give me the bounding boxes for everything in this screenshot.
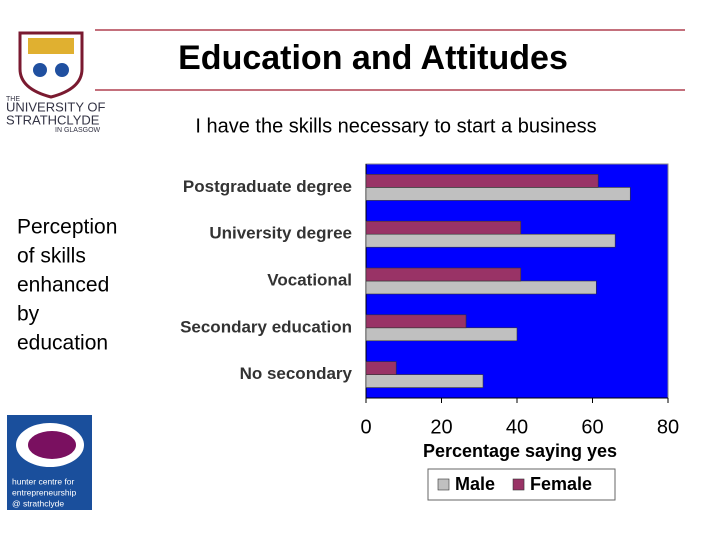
y-tick-label: Vocational (267, 270, 352, 289)
university-logo: THE UNIVERSITY OF STRATHCLYDE IN GLASGOW (6, 31, 106, 134)
x-tick-label: 60 (581, 416, 603, 438)
logo-text: UNIVERSITY OF (6, 99, 106, 114)
x-tick-label: 80 (657, 416, 679, 438)
side-text-line: Perception (17, 216, 117, 239)
side-text: Perception of skills enhanced by education (17, 216, 117, 355)
y-tick-label: University degree (209, 224, 352, 243)
y-tick-label: Postgraduate degree (183, 177, 352, 196)
bar (365, 267, 522, 282)
logo-text: entrepreneurship (12, 487, 77, 497)
crest-mark (55, 63, 69, 77)
bar (365, 220, 522, 235)
legend-swatch (437, 478, 450, 491)
x-tick-label: 0 (360, 416, 371, 438)
side-text-line: enhanced (17, 274, 109, 297)
logo-shape (28, 431, 76, 459)
logo-text: STRATHCLYDE (6, 112, 100, 127)
crest-band (28, 38, 74, 54)
side-text-line: by (17, 303, 40, 326)
logo-text: IN GLASGOW (55, 127, 101, 134)
x-axis-label: Percentage saying yes (423, 441, 617, 461)
x-tick-label: 40 (506, 416, 528, 438)
bar (365, 314, 467, 329)
legend-box (427, 468, 616, 501)
x-tick-label: 20 (430, 416, 452, 438)
bar (365, 233, 616, 248)
side-text-line: education (17, 332, 108, 355)
bar (365, 174, 599, 188)
bar (365, 280, 597, 295)
logo-text: THE (6, 96, 20, 103)
logo-text: @ strathclyde (12, 498, 64, 508)
bar (365, 187, 631, 201)
crest-mark (33, 63, 47, 77)
bar (365, 361, 397, 375)
legend-swatch (512, 478, 525, 491)
side-text-line: of skills (17, 245, 86, 268)
y-tick-label: Secondary education (180, 317, 352, 336)
bar (365, 327, 518, 342)
logo-text: hunter centre for (12, 476, 75, 486)
hunter-logo: hunter centre for entrepreneurship @ str… (7, 415, 92, 510)
y-tick-label: No secondary (240, 364, 353, 383)
slide-title: Education and Attitudes (178, 39, 568, 77)
legend-label: Female (530, 474, 592, 494)
legend-label: Male (455, 474, 495, 494)
bar (365, 374, 484, 388)
chart-title: I have the skills necessary to start a b… (195, 115, 596, 137)
